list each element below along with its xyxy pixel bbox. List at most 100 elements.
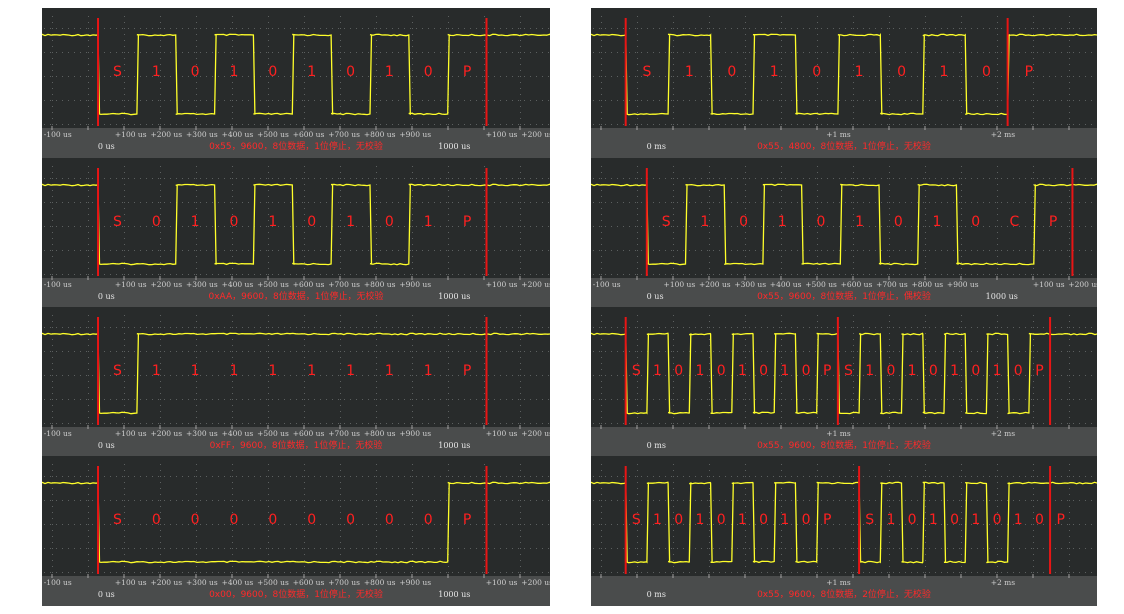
tick-label: -100 us [44, 280, 72, 289]
base-time-label: 0 us [98, 590, 115, 599]
base-time-label: 0 us [98, 292, 115, 301]
scope-svg: +1 ms +2 ms 0 ms 0x55，4800，8位数据，1位停止，无校验 S 1 0… [591, 16, 1097, 158]
tick-label: +300 us [186, 429, 218, 438]
base-time-label: 0 ms [647, 590, 666, 599]
bit-label: S [632, 512, 641, 528]
tick-label: +300 us [734, 280, 766, 289]
bit-label: S [113, 214, 122, 230]
tick-label: +400 us [222, 429, 254, 438]
axis-strip [591, 576, 1097, 606]
bit-label: 0 [897, 64, 906, 80]
grid [593, 464, 1092, 573]
frame-caption: 0xFF，9600，8位数据，1位停止，无校验 [210, 439, 383, 451]
bit-label: 0 [812, 64, 821, 80]
grid [44, 166, 549, 275]
signal-trace [42, 183, 550, 266]
bit-label: 1 [346, 363, 355, 379]
bit-label: P [463, 214, 471, 230]
tick-label: +900 us [399, 280, 431, 289]
tick-label: +600 us [293, 429, 325, 438]
tick-label: +700 us [876, 280, 908, 289]
scope-svg: -100 us +100 us +200 us +300 us +400 us +500 … [42, 16, 550, 158]
signal-trace [591, 481, 1097, 564]
tick-label: -100 us [44, 429, 72, 438]
frame-caption: 0x55，9600，8位数据，1位停止，无校验 [209, 140, 383, 152]
bit-label: 1 [268, 363, 277, 379]
tick-label: +900 us [399, 578, 431, 587]
tick-label: +600 us [293, 578, 325, 587]
bit-label: 0 [674, 363, 683, 379]
grid [593, 16, 1092, 125]
bit-label: 1 [653, 363, 662, 379]
scope-panel-right-1: +1 ms +2 ms 0 ms 0x55，4800，8位数据，1位停止，无校验 S 1 0… [591, 8, 1097, 158]
base-time-label: 1000 us [438, 590, 470, 599]
bit-label: 0 [886, 363, 895, 379]
bit-label: 1 [230, 363, 239, 379]
bit-label: 1 [385, 363, 394, 379]
tick-label: +2 ms [991, 130, 1016, 139]
bit-label: 1 [700, 214, 709, 230]
bit-label: S [113, 363, 122, 379]
scope-panel-right-4: +1 ms +2 ms 0 ms 0x55，9600，8位数据，2位停止，无校验 S 1 0… [591, 456, 1097, 606]
base-time-label: 1000 us [986, 292, 1018, 301]
bit-label: P [463, 512, 471, 528]
bit-label: 1 [780, 512, 789, 528]
tick-label: +200 us [521, 429, 550, 438]
bit-label: S [865, 512, 874, 528]
axis-ticks [51, 425, 521, 429]
tick-label: +2 ms [991, 578, 1016, 587]
bit-label: 0 [346, 512, 355, 528]
tick-label: +300 us [186, 280, 218, 289]
frame-caption: 0x55，4800，8位数据，1位停止，无校验 [757, 140, 931, 152]
bit-label: 1 [1014, 512, 1023, 528]
bit-label: 0 [908, 512, 917, 528]
tick-label: +100 us [115, 130, 147, 139]
tick-label: +400 us [222, 280, 254, 289]
axis-ticks [600, 276, 1070, 280]
bit-label: 0 [816, 214, 825, 230]
tick-label: +300 us [186, 578, 218, 587]
scope-svg: -100 us +100 us +200 us +300 us +400 us +500 … [591, 166, 1097, 307]
tick-label: +400 us [222, 578, 254, 587]
bit-label: 0 [971, 363, 980, 379]
bit-label: 0 [717, 363, 726, 379]
bit-label: 1 [855, 214, 864, 230]
tick-label: +300 us [186, 130, 218, 139]
scope-panel-left-4: -100 us +100 us +200 us +300 us +400 us +500 … [42, 456, 550, 606]
tick-label: +100 us [486, 280, 518, 289]
axis-strip [591, 128, 1097, 158]
tick-label: +200 us [521, 578, 550, 587]
bit-label: 0 [759, 363, 768, 379]
bit-label: 0 [268, 64, 277, 80]
scope-panel-left-1: -100 us +100 us +200 us +300 us +400 us +500 … [42, 8, 550, 158]
tick-label: +100 us [486, 130, 518, 139]
bit-label: 1 [778, 214, 787, 230]
base-time-label: 1000 us [438, 441, 470, 450]
frame-caption: 0x00，9600，8位数据，1位停止，无校验 [209, 588, 383, 600]
tick-label: +1 ms [826, 578, 851, 587]
scope-svg: -100 us +100 us +200 us +300 us +400 us +500 … [42, 166, 550, 307]
bit-label: 1 [950, 363, 959, 379]
bit-label: 1 [346, 214, 355, 230]
tick-label: +1 ms [826, 429, 851, 438]
grid [593, 166, 1092, 275]
bit-label: 0 [152, 214, 161, 230]
bit-label: 1 [971, 512, 980, 528]
bit-label: 1 [685, 64, 694, 80]
bit-label: 1 [993, 363, 1002, 379]
bit-label: S [844, 363, 853, 379]
bit-label: P [1025, 64, 1033, 80]
bit-label: 1 [653, 512, 662, 528]
tick-label: +2 ms [991, 429, 1016, 438]
scope-svg: -100 us +100 us +200 us +300 us +400 us +500 … [42, 315, 550, 456]
bit-label: 1 [855, 64, 864, 80]
scope-panel-right-2: -100 us +100 us +200 us +300 us +400 us +500 … [591, 158, 1097, 307]
bit-label: 0 [424, 64, 433, 80]
bit-label: 0 [674, 512, 683, 528]
tick-label: +1 ms [826, 130, 851, 139]
bit-label: 1 [738, 512, 747, 528]
tick-label: +800 us [364, 578, 396, 587]
axis-strip [42, 278, 550, 307]
base-time-label: 0 us [647, 292, 664, 301]
